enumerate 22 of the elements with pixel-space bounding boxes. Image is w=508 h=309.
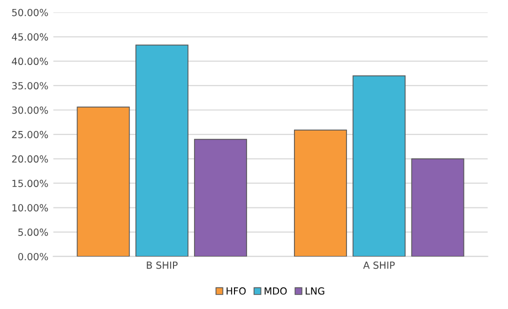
x-tick-label: B SHIP (146, 262, 178, 269)
y-tick-label: 35.00% (12, 82, 48, 90)
legend-label: LNG (306, 287, 324, 295)
y-tick-label: 40.00% (12, 58, 48, 66)
y-tick-label: 30.00% (12, 106, 48, 114)
y-tick-label: 15.00% (12, 180, 48, 188)
y-tick-label: 25.00% (12, 130, 48, 138)
y-tick-label: 10.00% (12, 204, 48, 212)
y-tick-label: 50.00% (12, 8, 48, 16)
y-tick-label: 45.00% (12, 33, 48, 41)
y-tick-label: 0.00% (18, 252, 48, 260)
bar (135, 44, 188, 256)
legend-label: HFO (226, 287, 246, 295)
bar (76, 106, 130, 256)
y-tick-label: 20.00% (12, 155, 48, 163)
y-tick-label: 5.00% (18, 228, 48, 236)
bar (294, 130, 347, 256)
bar (411, 158, 464, 256)
x-tick-label: A SHIP (363, 262, 395, 269)
bar (352, 75, 406, 256)
bar (194, 138, 248, 256)
legend-label: MDO (264, 287, 287, 295)
